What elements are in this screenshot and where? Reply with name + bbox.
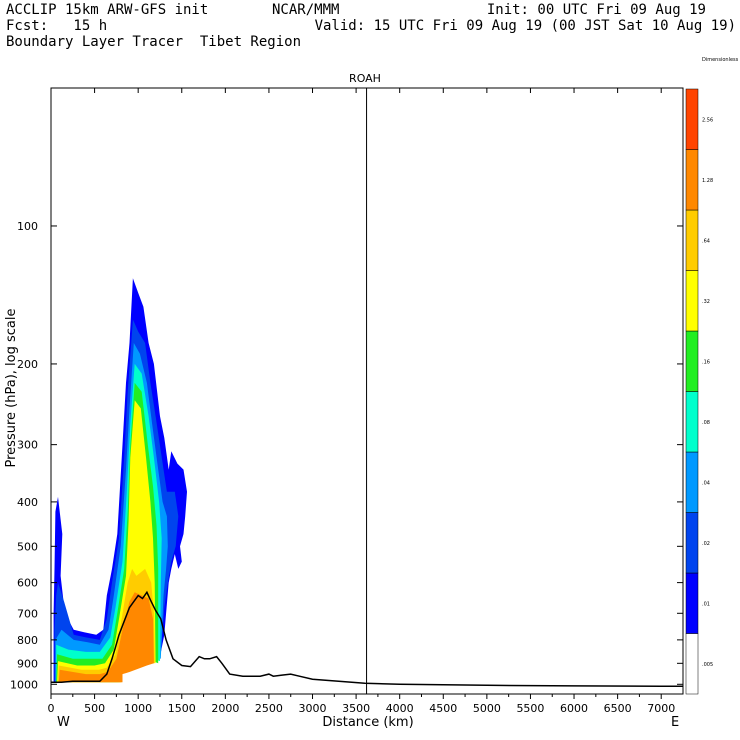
x-tick-label: 2500: [255, 702, 283, 715]
x-tick-label: 500: [84, 702, 105, 715]
y-tick-label: 700: [17, 607, 38, 620]
colorbar-segment: [685, 451, 699, 513]
header-line1-left: ACCLIP 15km ARW-GFS init: [6, 2, 209, 18]
colorbar-label: Dimensionless: [702, 57, 739, 63]
tracer-layer-7: [58, 592, 154, 683]
colorbar-segment: [685, 391, 699, 453]
header-line2-left: Fcst: 15 h: [6, 18, 108, 34]
colorbar-segment: [685, 149, 699, 211]
header-line1-mid: NCAR/MMM: [272, 2, 340, 18]
tracer-layers: [53, 278, 187, 683]
colorbar-label: .005: [702, 662, 713, 668]
plot-frame: [50, 87, 684, 695]
x-tick-label: 5500: [516, 702, 544, 715]
x-tick-label: 6500: [604, 702, 632, 715]
colorbar-label: .32: [702, 299, 710, 305]
y-tick-label: 300: [17, 439, 38, 452]
colorbar-segment: [685, 633, 699, 695]
x-axis-west-label: W: [57, 715, 70, 730]
x-axis-title: Distance (km): [322, 715, 413, 730]
x-tick-label: 4000: [386, 702, 414, 715]
x-tick-label: 1000: [124, 702, 152, 715]
y-tick-label: 600: [17, 577, 38, 590]
colorbar-label: 1.28: [702, 178, 713, 184]
colorbar-label: 2.56: [702, 117, 713, 123]
colorbar-label: .04: [702, 480, 710, 486]
colorbar-segment: [685, 330, 699, 392]
y-tick-label: 800: [17, 634, 38, 647]
colorbar: .005 .01 .02 .04 .08 .16 .32 .64 1.28 2.56 Dimensi…: [685, 57, 739, 695]
chart-title: ROAH: [349, 72, 381, 85]
y-tick-label: 1000: [10, 678, 38, 691]
colorbar-segment: [685, 270, 699, 332]
x-axis: 0 500 1000 1500 2000 2500 3000 3500 4000 4500 5000…: [48, 88, 675, 715]
y-tick-label: 400: [17, 496, 38, 509]
header-line1-right: Init: 00 UTC Fri 09 Aug 19: [486, 2, 706, 18]
colorbar-label: .08: [702, 420, 710, 426]
colorbar-segment: [685, 572, 699, 634]
y-tick-label: 500: [17, 540, 38, 553]
y-axis: 100 200 300 400 500 600 700 800 900 1000: [10, 220, 683, 691]
header-line2-right: Valid: 15 UTC Fri 09 Aug 19 (00 JST Sat …: [314, 18, 736, 34]
y-tick-label: 200: [17, 358, 38, 371]
colorbar-label: .01: [702, 601, 710, 607]
colorbar-segment: [685, 88, 699, 150]
y-tick-label: 100: [17, 220, 38, 233]
y-axis-title: Pressure (hPa), log scale: [4, 309, 19, 468]
x-tick-label: 4500: [429, 702, 457, 715]
colorbar-label: .64: [702, 238, 710, 244]
x-tick-label: 7000: [647, 702, 675, 715]
terrain-line: [51, 590, 683, 688]
header-line3-left: Boundary Layer Tracer Tibet Region: [6, 34, 302, 50]
colorbar-segment: [685, 512, 699, 574]
x-tick-label: 3000: [299, 702, 327, 715]
x-tick-label: 0: [48, 702, 55, 715]
x-tick-label: 5000: [473, 702, 501, 715]
x-axis-east-label: E: [671, 715, 679, 730]
colorbar-label: .02: [702, 541, 710, 547]
colorbar-segment: [685, 209, 699, 271]
x-tick-label: 6000: [560, 702, 588, 715]
x-tick-label: 2000: [211, 702, 239, 715]
x-tick-label: 3500: [342, 702, 370, 715]
colorbar-label: .16: [702, 359, 710, 365]
x-tick-label: 1500: [168, 702, 196, 715]
y-tick-label: 900: [17, 657, 38, 670]
